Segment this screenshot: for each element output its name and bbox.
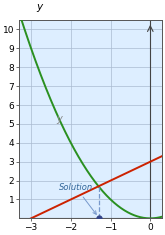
Text: y: y xyxy=(36,2,42,12)
Text: Solution: Solution xyxy=(59,183,96,214)
Text: y: y xyxy=(56,114,62,124)
